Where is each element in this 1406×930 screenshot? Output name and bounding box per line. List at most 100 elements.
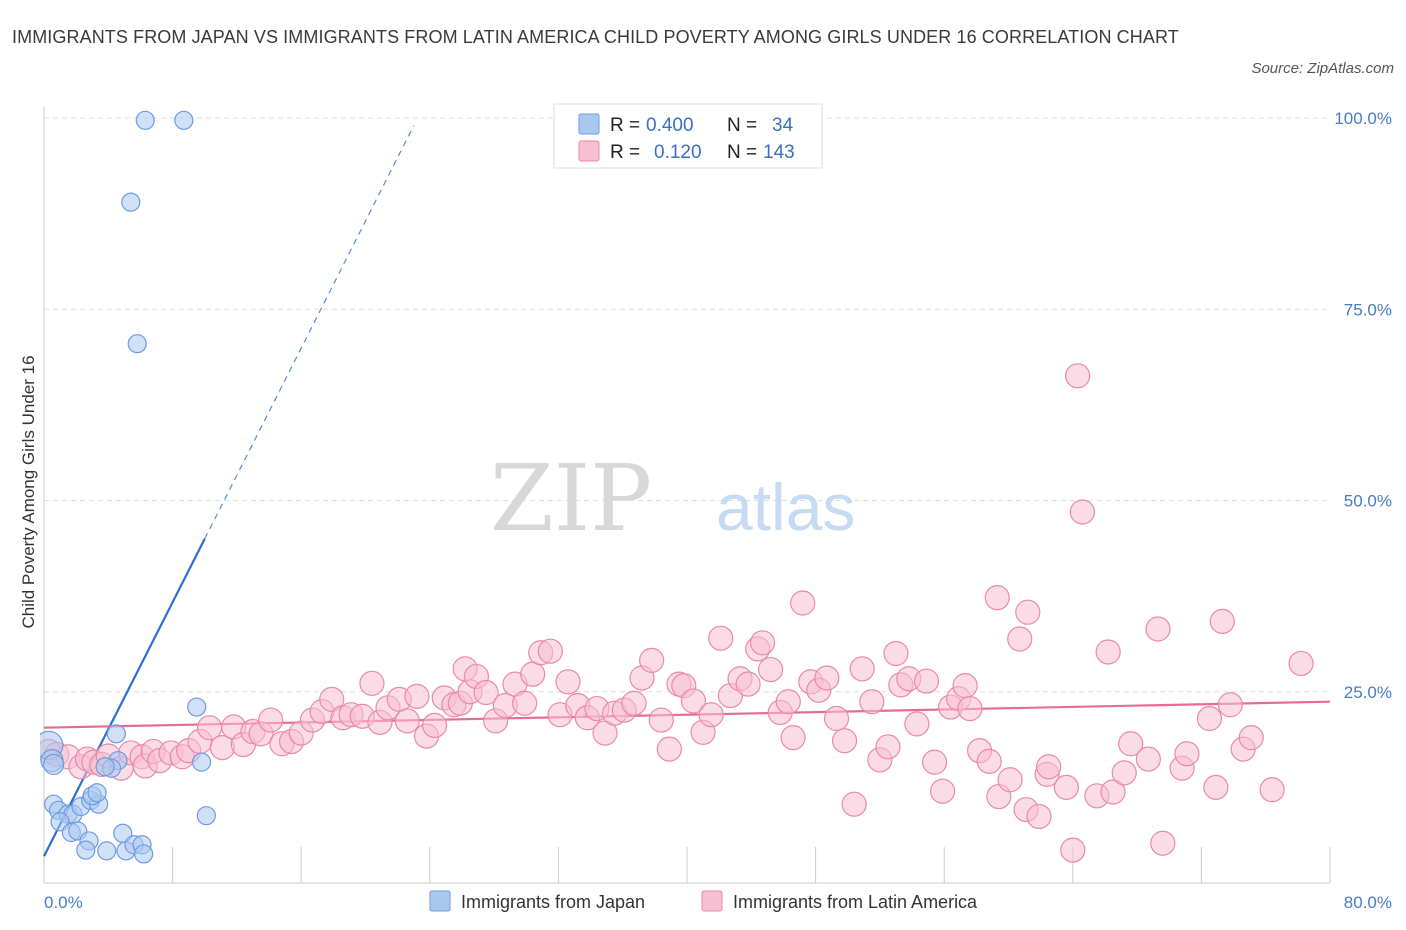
point-latin-america: [814, 665, 840, 691]
point-latin-america: [1203, 774, 1229, 800]
point-japan: [76, 840, 96, 860]
point-latin-america: [1145, 616, 1171, 642]
point-japan: [127, 334, 147, 354]
point-latin-america: [359, 670, 385, 696]
point-latin-america: [921, 749, 948, 775]
point-latin-america: [757, 656, 784, 683]
point-latin-america: [841, 791, 867, 817]
point-latin-america: [1069, 499, 1096, 525]
point-latin-america: [1053, 774, 1079, 800]
point-latin-america: [1209, 608, 1235, 634]
point-latin-america: [1259, 777, 1285, 803]
watermark-zip: ZIP: [490, 445, 652, 552]
bottom-legend: Immigrants from Japan Immigrants from La…: [429, 890, 978, 912]
point-latin-america: [875, 734, 901, 760]
point-latin-america: [913, 668, 940, 694]
point-latin-america: [473, 679, 499, 706]
point-latin-america: [1217, 692, 1243, 718]
point-japan: [187, 697, 207, 717]
y-tick-label: 100.0%: [1334, 109, 1392, 128]
x-tick-label: 0.0%: [44, 893, 83, 912]
top-legend: R = 0.400 N = 34 R = 0.120 N = 143: [553, 103, 823, 169]
point-latin-america: [984, 585, 1010, 611]
point-latin-america: [831, 728, 858, 754]
y-axis-label: Child Poverty Among Girls Under 16: [19, 355, 38, 628]
point-latin-america: [790, 590, 816, 616]
point-japan: [135, 110, 155, 130]
point-latin-america: [780, 725, 806, 751]
point-latin-america: [404, 683, 430, 709]
point-latin-america: [1288, 650, 1314, 677]
point-japan: [121, 192, 141, 212]
legend-r-value-latin-america: 0.120: [654, 142, 702, 163]
point-japan: [196, 806, 216, 826]
point-latin-america: [883, 640, 909, 667]
legend-r-label-japan: R =: [610, 115, 640, 136]
point-japan: [95, 757, 115, 777]
point-latin-america: [520, 661, 546, 687]
gridlines: [44, 117, 1330, 693]
point-latin-america: [422, 712, 448, 739]
point-latin-america: [1060, 837, 1086, 863]
point-latin-america: [735, 671, 761, 697]
point-latin-america: [512, 690, 538, 716]
x-tick-label: 80.0%: [1344, 893, 1392, 912]
point-latin-america: [1118, 731, 1144, 757]
point-latin-america: [708, 625, 734, 651]
point-japan: [106, 724, 126, 744]
y-tick-label: 50.0%: [1344, 492, 1392, 511]
point-latin-america: [1150, 830, 1176, 856]
point-latin-america: [680, 688, 707, 714]
axes: [43, 106, 1331, 884]
point-latin-america: [1196, 705, 1223, 732]
point-latin-america: [648, 707, 674, 733]
point-latin-america: [849, 656, 875, 682]
point-latin-america: [1015, 599, 1041, 625]
point-japan: [191, 752, 212, 772]
bottom-legend-label-latin-america: Immigrants from Latin America: [733, 892, 978, 912]
point-japan: [174, 110, 194, 130]
point-japan: [87, 783, 107, 803]
point-latin-america: [656, 736, 682, 762]
point-latin-america: [1174, 741, 1200, 767]
point-latin-america: [929, 778, 956, 804]
point-latin-america: [1065, 363, 1091, 389]
legend-r-value-japan: 0.400: [646, 115, 694, 136]
data-points: [40, 110, 1314, 864]
point-latin-america: [997, 767, 1023, 793]
legend-n-label-japan: N =: [727, 115, 757, 136]
watermark-atlas: atlas: [716, 470, 855, 544]
chart-title: IMMIGRANTS FROM JAPAN VS IMMIGRANTS FROM…: [12, 27, 1179, 47]
point-latin-america: [904, 711, 930, 737]
point-latin-america: [1095, 639, 1121, 665]
point-latin-america: [537, 638, 563, 664]
point-latin-america: [823, 705, 850, 732]
trend-line-japan-extension: [204, 125, 415, 540]
point-latin-america: [775, 689, 801, 715]
point-latin-america: [394, 708, 420, 734]
legend-swatch-japan: [578, 113, 600, 135]
point-latin-america: [1026, 803, 1052, 830]
point-latin-america: [749, 630, 776, 656]
y-tick-label: 75.0%: [1344, 300, 1392, 319]
legend-swatch-latin-america: [578, 140, 600, 162]
point-latin-america: [1036, 754, 1062, 780]
legend-n-value-japan: 34: [772, 115, 794, 136]
y-tick-labels: 100.0% 75.0% 50.0% 25.0%: [1334, 109, 1392, 702]
point-latin-america: [639, 647, 665, 673]
point-latin-america: [258, 707, 284, 733]
legend-n-label-latin-america: N =: [727, 142, 757, 163]
trend-line-japan: [43, 538, 206, 857]
point-latin-america: [621, 690, 647, 716]
y-tick-label: 25.0%: [1344, 683, 1392, 702]
point-latin-america: [976, 748, 1002, 774]
point-japan: [97, 841, 117, 861]
point-japan: [43, 753, 65, 776]
bottom-legend-label-japan: Immigrants from Japan: [461, 892, 645, 912]
point-latin-america: [698, 702, 724, 728]
point-latin-america: [1007, 626, 1033, 652]
point-latin-america: [555, 669, 581, 695]
legend-r-label-latin-america: R =: [610, 142, 640, 163]
legend-n-value-latin-america: 143: [763, 142, 795, 163]
point-latin-america: [957, 695, 983, 722]
